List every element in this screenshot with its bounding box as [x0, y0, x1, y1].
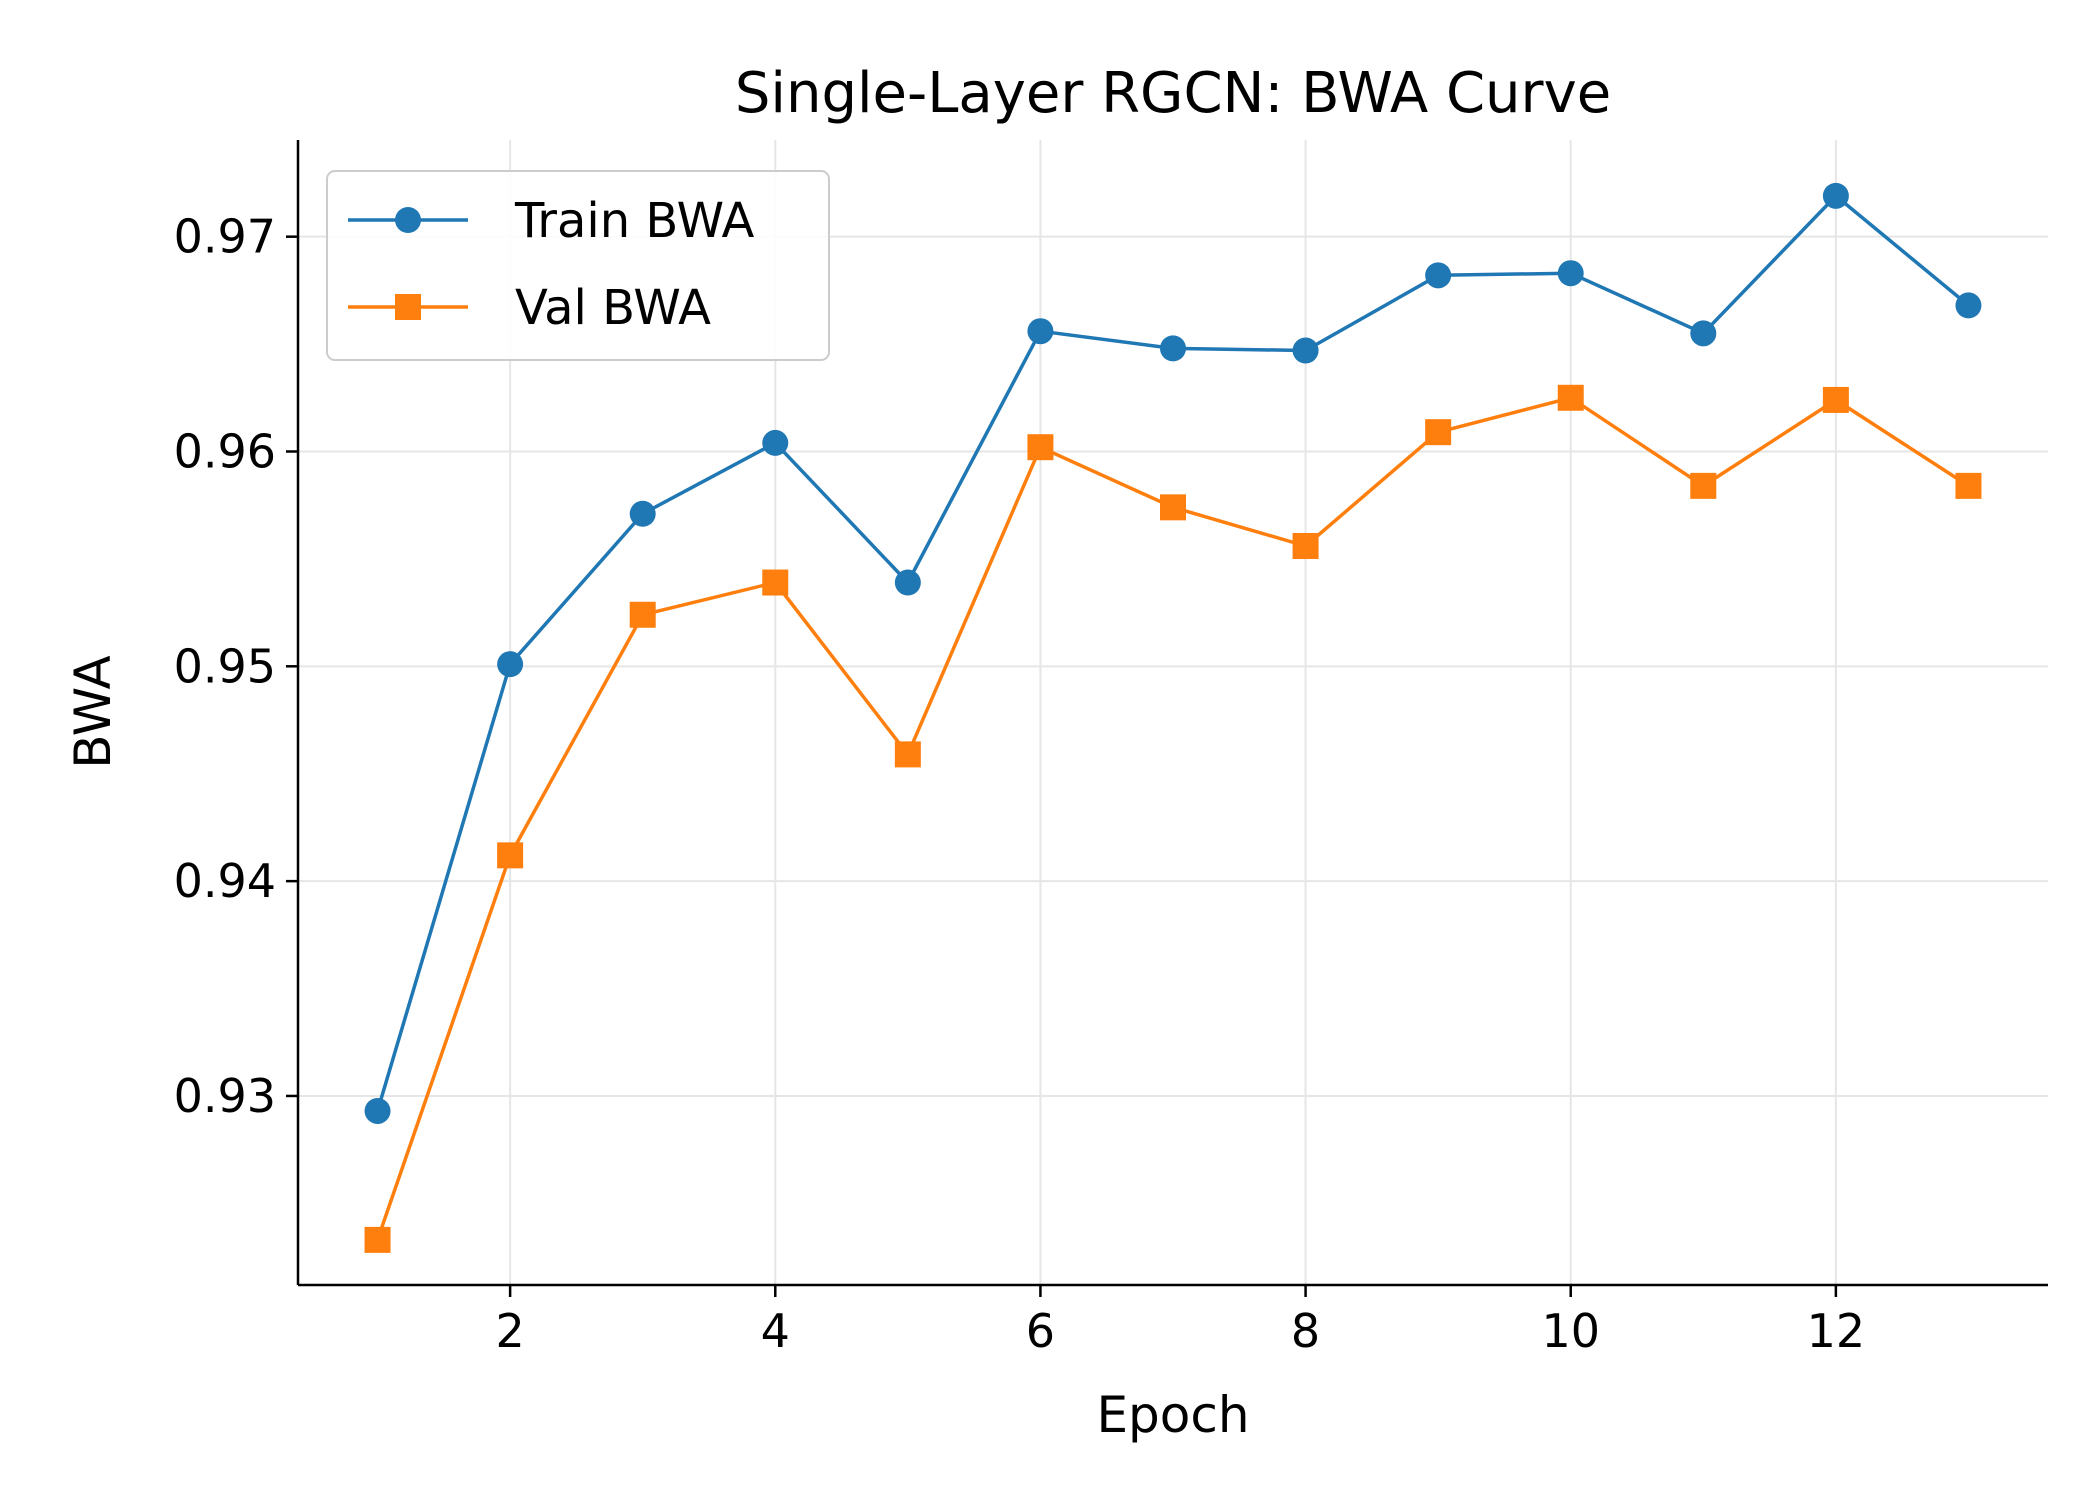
legend-label-2: Val BWA: [515, 280, 711, 336]
x-tick-label: 10: [1541, 1304, 1600, 1358]
series-2-point: [762, 569, 789, 596]
series-2-point: [364, 1226, 391, 1253]
x-tick-label: 2: [495, 1304, 524, 1358]
legend-marker-1: [395, 207, 421, 233]
series-2-point: [497, 842, 524, 869]
series-1-point: [1160, 335, 1186, 362]
y-axis-label: BWA: [64, 655, 122, 768]
series-1-point: [1027, 318, 1054, 345]
series-1-point: [894, 569, 921, 596]
x-axis-ticks: 2 4 6 8 10 12: [495, 1285, 1865, 1358]
y-tick-label: 0.96: [174, 424, 276, 478]
legend: Train BWA Val BWA: [326, 170, 830, 361]
x-tick-label: 12: [1807, 1304, 1866, 1358]
series-1-point: [497, 651, 524, 678]
y-tick-label: 0.93: [174, 1069, 276, 1123]
y-tick-label: 0.95: [174, 639, 276, 693]
series-1-point: [762, 429, 789, 456]
x-axis-label: Epoch: [1096, 1386, 1249, 1444]
series-1-point: [1822, 182, 1849, 209]
y-axis-ticks: 0.93 0.94 0.95 0.96 0.97: [174, 210, 298, 1123]
series-2-point: [894, 741, 921, 768]
x-tick-label: 8: [1291, 1304, 1320, 1358]
legend-marker-2: [395, 294, 421, 320]
series-1-point: [364, 1097, 391, 1124]
series-1-point: [1425, 262, 1452, 289]
series-2-point: [1160, 494, 1186, 521]
y-tick-label: 0.94: [174, 854, 276, 908]
y-tick-label: 0.97: [174, 210, 276, 264]
series-2-point: [1690, 472, 1717, 499]
chart-title: Single-Layer RGCN: BWA Curve: [735, 61, 1611, 126]
series-1-point: [1955, 292, 1982, 319]
series-1-point: [1557, 260, 1584, 287]
series-2-point: [1425, 419, 1452, 446]
series-1-point: [1292, 337, 1319, 364]
series-2-point: [1955, 472, 1982, 499]
legend-label-1: Train BWA: [514, 193, 754, 249]
series-1-point: [629, 500, 656, 527]
series-2-point: [1292, 533, 1319, 560]
series-2-point: [1557, 384, 1584, 411]
series-2-point: [1822, 386, 1849, 413]
x-tick-label: 4: [761, 1304, 790, 1358]
series-1-point: [1690, 320, 1717, 347]
series-2-point: [629, 601, 656, 628]
series-markers: [364, 182, 1982, 1253]
x-tick-label: 6: [1026, 1304, 1055, 1358]
series-2-point: [1027, 434, 1054, 461]
